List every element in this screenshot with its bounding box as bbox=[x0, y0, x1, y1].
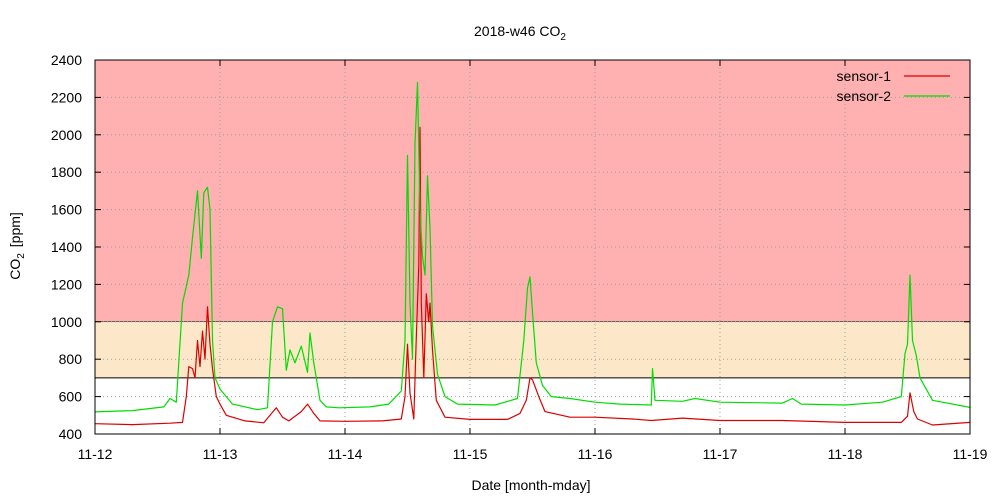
legend: sensor-1 sensor-2 bbox=[837, 68, 950, 104]
y-tick-label: 400 bbox=[59, 426, 83, 442]
x-axis-label: Date [month-mday] bbox=[471, 477, 590, 493]
y-axis-label: CO2 [ppm] bbox=[7, 212, 27, 280]
x-tick-label: 11-19 bbox=[953, 446, 988, 462]
y-tick-label: 1000 bbox=[51, 314, 82, 330]
x-tick-label: 11-17 bbox=[703, 446, 738, 462]
y-axis-label-unit: [ppm] bbox=[7, 212, 23, 247]
y-tick-label: 1400 bbox=[51, 239, 82, 255]
y-tick-label: 800 bbox=[59, 351, 83, 367]
y-tick-label: 1600 bbox=[51, 202, 82, 218]
series-lines bbox=[94, 81, 971, 426]
y-axis-ticks: 400 600 800 1000 1200 1400 1600 1800 2000 2200 240… bbox=[51, 52, 970, 442]
y-tick-label: 2400 bbox=[51, 52, 82, 68]
x-tick-label: 11-13 bbox=[203, 446, 238, 462]
series-line-sensor-1 bbox=[94, 126, 971, 426]
x-axis-ticks: 11-12 11-13 11-14 11-15 11-16 11-17 11-18 11-19 bbox=[78, 60, 988, 462]
y-tick-label: 600 bbox=[59, 389, 83, 405]
threshold-bands bbox=[95, 60, 970, 379]
legend-label-sensor-1: sensor-1 bbox=[837, 68, 892, 84]
chart-title: 2018-w46 CO2 bbox=[474, 23, 566, 43]
chart-title-main: 2018-w46 CO bbox=[474, 23, 560, 39]
x-tick-label: 11-15 bbox=[453, 446, 488, 462]
x-tick-label: 11-18 bbox=[828, 446, 863, 462]
x-tick-label: 11-12 bbox=[78, 446, 113, 462]
y-axis-label-main: CO bbox=[7, 259, 23, 280]
threshold-band-1 bbox=[95, 321, 970, 378]
y-tick-label: 1200 bbox=[51, 276, 82, 292]
y-axis-label-subscript: 2 bbox=[16, 253, 27, 259]
y-tick-label: 2000 bbox=[51, 127, 82, 143]
y-tick-label: 2200 bbox=[51, 89, 82, 105]
x-tick-label: 11-16 bbox=[578, 446, 613, 462]
chart-title-subscript: 2 bbox=[560, 32, 566, 43]
y-tick-label: 1800 bbox=[51, 164, 82, 180]
legend-label-sensor-2: sensor-2 bbox=[837, 88, 892, 104]
series-line-sensor-2 bbox=[94, 81, 971, 413]
x-tick-label: 11-14 bbox=[328, 446, 363, 462]
threshold-band-0 bbox=[95, 60, 970, 322]
